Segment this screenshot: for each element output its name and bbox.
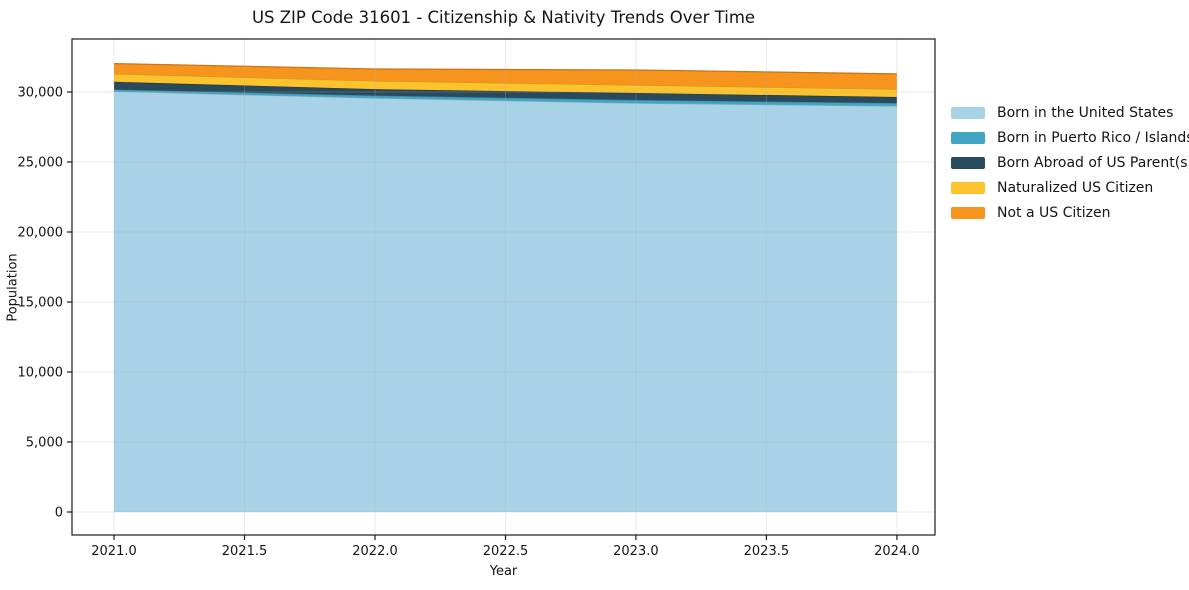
y-tick-label: 10,000	[18, 366, 64, 381]
x-axis-label: Year	[489, 564, 518, 579]
x-tick-label: 2023.0	[613, 544, 659, 559]
legend-item: Not a US Citizen	[951, 205, 1189, 221]
y-axis-label: Population	[5, 253, 21, 322]
legend-swatch	[951, 132, 985, 144]
area-series-4	[114, 63, 897, 90]
legend-swatch	[951, 157, 985, 169]
y-tick-label: 30,000	[18, 86, 64, 101]
x-tick-label: 2022.0	[352, 544, 398, 559]
legend-item: Born in the United States	[951, 105, 1189, 121]
y-tick-label: 20,000	[18, 226, 64, 241]
legend-item: Born in Puerto Rico / Islands	[951, 130, 1189, 146]
legend-swatch	[951, 182, 985, 194]
chart-title: US ZIP Code 31601 - Citizenship & Nativi…	[251, 8, 756, 27]
legend-swatch	[951, 207, 985, 219]
plot-border	[71, 38, 936, 536]
x-tick-label: 2024.0	[874, 544, 920, 559]
legend-label: Born in Puerto Rico / Islands	[997, 130, 1189, 146]
area-series-2	[114, 81, 897, 104]
x-tick-label: 2021.5	[222, 544, 268, 559]
y-tick-label: 15,000	[18, 296, 64, 311]
y-tick-label: 25,000	[18, 156, 64, 171]
legend: Born in the United States Born in Puerto …	[951, 105, 1189, 221]
x-tick-label: 2021.0	[91, 544, 137, 559]
legend-swatch	[951, 107, 985, 119]
x-tick-label: 2023.5	[744, 544, 790, 559]
legend-item: Born Abroad of US Parent(s)	[951, 155, 1189, 171]
legend-item: Naturalized US Citizen	[951, 180, 1189, 196]
x-tick-label: 2022.5	[483, 544, 529, 559]
area-series-0	[114, 91, 897, 513]
legend-label: Naturalized US Citizen	[997, 180, 1154, 196]
area-series-4-edge	[113, 62, 897, 75]
y-tick-label: 5,000	[26, 436, 63, 451]
legend-label: Born in the United States	[997, 105, 1174, 121]
y-tick-label: 0	[55, 506, 63, 521]
legend-label: Not a US Citizen	[997, 205, 1111, 221]
legend-label: Born Abroad of US Parent(s)	[997, 155, 1189, 171]
